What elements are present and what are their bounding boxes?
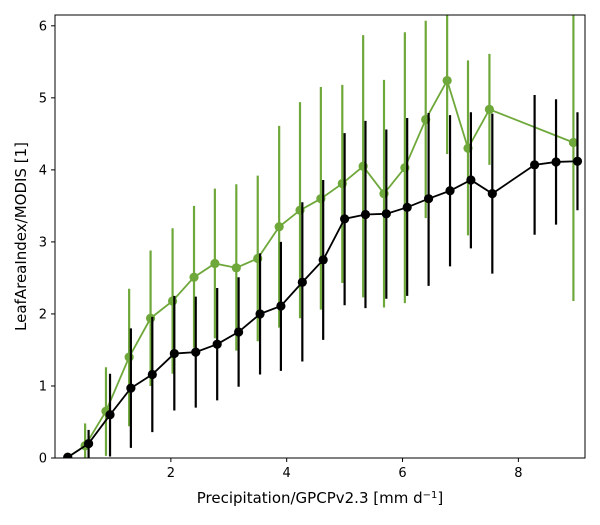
x-tick-label-3: 8: [514, 466, 522, 481]
plot-frame: [54, 14, 586, 459]
x-tick-label-2: 6: [398, 466, 406, 481]
data-point-1-13: [340, 214, 350, 224]
x-tick-label-0: 2: [167, 466, 175, 481]
x-tick-label-1: 4: [283, 466, 291, 481]
data-point-1-6: [191, 347, 201, 357]
data-point-1-10: [276, 301, 286, 311]
y-axis-label: LeafAreaIndex/MODIS [1]: [12, 142, 30, 331]
data-point-0-3: [124, 352, 134, 362]
data-point-0-18: [442, 75, 452, 86]
y-tick-label-0: 0: [39, 452, 47, 467]
x-axis-label: Precipitation/GPCPv2.3 [mm d−1]: [197, 489, 443, 507]
data-point-0-4: [145, 313, 156, 323]
y-tick-label-2: 2: [39, 307, 47, 322]
data-point-1-9: [255, 309, 265, 319]
data-point-1-21: [530, 160, 540, 170]
series-line-0: [67, 78, 574, 458]
data-point-1-4: [147, 369, 157, 380]
data-point-1-1: [83, 438, 94, 449]
data-point-0-20: [484, 104, 495, 114]
ticks-layer: 2 4 6 8 0 1 2 3 4 5 6: [39, 19, 523, 481]
x-axis-label-superscript: −1: [423, 490, 438, 501]
y-tick-label-6: 6: [39, 19, 47, 34]
data-point-1-14: [360, 209, 371, 220]
data-point-0-21: [568, 137, 579, 148]
data-point-1-18: [445, 186, 455, 196]
x-axis-label-main: Precipitation/GPCPv2.3 [mm d: [197, 489, 423, 507]
data-point-1-15: [381, 209, 391, 219]
data-point-1-8: [234, 327, 244, 337]
y-tick-label-1: 1: [39, 379, 47, 394]
series-layer: [63, 15, 583, 458]
data-point-1-23: [572, 156, 583, 166]
data-point-1-11: [297, 277, 307, 287]
data-point-1-2: [105, 410, 115, 420]
y-tick-label-4: 4: [39, 163, 47, 178]
data-point-1-16: [402, 202, 412, 212]
data-point-0-10: [274, 222, 284, 232]
data-point-1-17: [424, 194, 434, 204]
data-point-0-7: [210, 258, 220, 269]
data-point-1-12: [318, 255, 328, 265]
series-1: [63, 94, 583, 458]
y-tick-label-5: 5: [39, 91, 47, 106]
data-point-0-5: [167, 296, 178, 306]
data-point-1-5: [169, 348, 179, 359]
data-point-1-0: [63, 452, 73, 458]
data-point-1-19: [466, 175, 476, 185]
data-point-1-20: [487, 189, 497, 199]
data-point-0-6: [189, 272, 199, 282]
data-point-1-3: [126, 383, 136, 393]
data-point-1-7: [212, 339, 222, 349]
series-0: [63, 15, 579, 458]
x-axis-label-end: ]: [437, 489, 443, 507]
y-tick-label-3: 3: [39, 235, 47, 250]
data-point-1-22: [551, 157, 561, 167]
data-point-0-8: [231, 263, 241, 273]
